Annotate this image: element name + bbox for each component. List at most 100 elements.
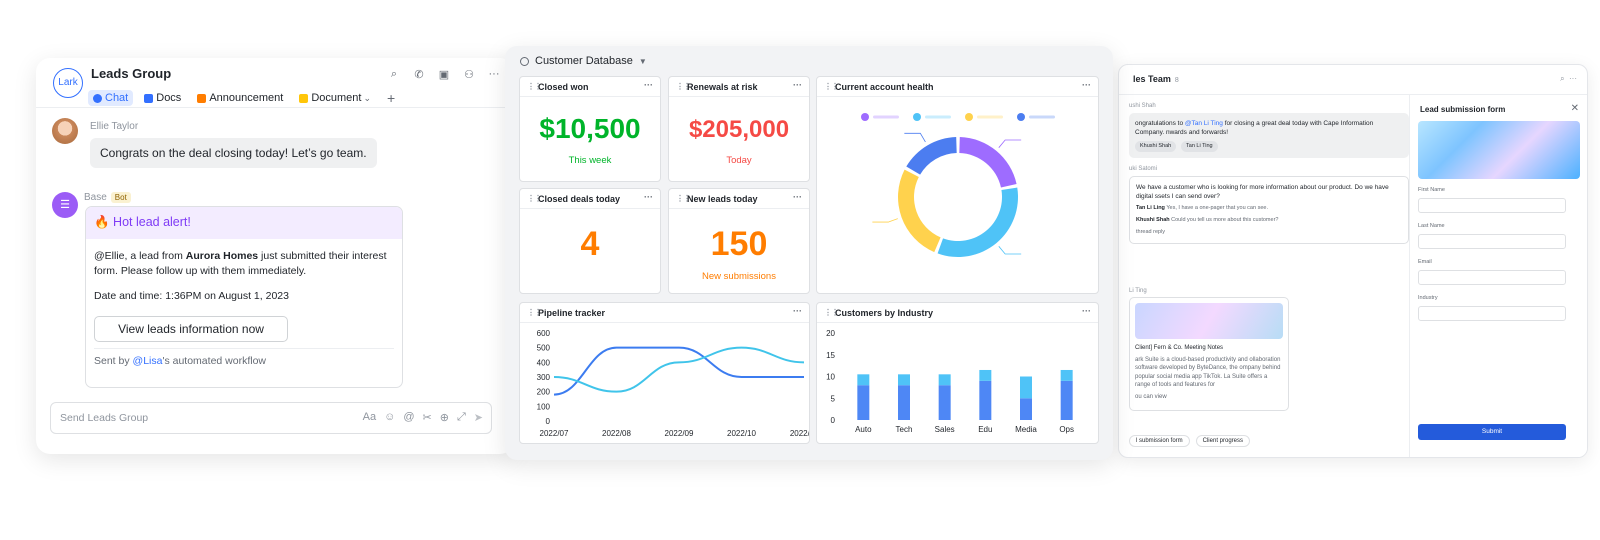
reaction-tag[interactable]: Khushi Shah	[1135, 141, 1177, 152]
submit-button[interactable]: Submit	[1418, 424, 1566, 440]
drag-handle-icon[interactable]: ⋮⋮	[824, 308, 839, 317]
legend-label-placeholder	[873, 115, 899, 119]
tab-announcement[interactable]: Announcement	[192, 90, 288, 106]
pipeline-panel[interactable]: ⋮⋮ Pipeline tracker ··· 0 100 200 300 400 500 60…	[519, 302, 810, 444]
donut-leader-line	[998, 139, 1022, 148]
close-icon[interactable]: ✕	[1570, 103, 1579, 114]
sent-by: Sent by @Lisa's automated workflow	[94, 348, 394, 369]
chevron-down-icon: ⌄	[363, 92, 371, 103]
closed-deals-panel[interactable]: ⋮⋮ Closed deals today ··· 4	[519, 188, 661, 294]
add-member-icon[interactable]: ⚇	[464, 69, 474, 81]
emoji-icon[interactable]: ☺	[384, 411, 396, 423]
legend-dot	[861, 113, 869, 121]
account-health-panel[interactable]: ⋮⋮ Current account health ···	[816, 76, 1099, 294]
tab-docs[interactable]: Docs	[139, 90, 186, 106]
leads-group-window: Lark Leads Group Chat Docs Announcement …	[36, 58, 514, 454]
more-icon[interactable]: ···	[1569, 74, 1577, 83]
industry-chart: 0 5 10 15 20 Auto Tech Sales Edu Media Ops	[826, 329, 1074, 434]
last-name-input[interactable]	[1418, 234, 1566, 249]
more-icon[interactable]: ···	[1082, 306, 1091, 316]
doc-title: Client] Fern & Co. Meeting Notes	[1135, 345, 1224, 351]
donut-slice	[937, 187, 1018, 257]
mention[interactable]: @Lisa	[132, 355, 163, 367]
more-icon[interactable]: ···	[488, 68, 500, 80]
scissors-icon[interactable]: ✂	[422, 412, 432, 424]
add-icon[interactable]: ⊕	[439, 412, 449, 424]
lead-form-panel: Lead submission form ✕ First Name Last N…	[1409, 95, 1587, 457]
tab-document[interactable]: Document ⌄	[294, 90, 376, 106]
drag-handle-icon[interactable]: ⋮⋮	[676, 82, 691, 91]
drag-handle-icon[interactable]: ⋮⋮	[824, 82, 839, 91]
new-leads-value: 150	[710, 225, 768, 263]
more-icon[interactable]: ···	[793, 192, 802, 202]
message-input[interactable]: Send Leads Group Aa ☺ @ ✂ ⊕ ⤢ ➤	[50, 402, 492, 434]
closed-deals-value: 4	[580, 225, 600, 263]
closed-won-panel[interactable]: ⋮⋮ Closed won ··· $10,500 This week	[519, 76, 661, 182]
chip-submission-form[interactable]: l submission form	[1129, 435, 1190, 447]
reply-author: Tan Li Ling	[1136, 205, 1165, 211]
avatar[interactable]	[52, 118, 78, 144]
message-thread: We have a customer who is looking for mo…	[1129, 176, 1409, 244]
add-tab-button[interactable]: +	[387, 90, 396, 106]
folder-icon	[299, 93, 309, 103]
dashboard-title[interactable]: Customer Database ▼	[520, 55, 647, 67]
tab-chat[interactable]: Chat	[88, 90, 134, 106]
y-tick-label: 0	[831, 416, 836, 425]
donut-leader-line	[904, 132, 926, 143]
new-leads-sub: New submissions	[702, 271, 776, 282]
field-label: Last Name	[1418, 223, 1445, 229]
new-leads-panel[interactable]: ⋮⋮ New leads today ··· 150 New submissions	[668, 188, 810, 294]
more-icon[interactable]: ···	[793, 80, 802, 90]
team-chat-window: les Team 8 ⌕ ··· ushi Shah ongratulations…	[1118, 64, 1588, 458]
doc-preview-text: ark Suite is a cloud-based productivity …	[1135, 356, 1281, 389]
first-name-input[interactable]	[1418, 198, 1566, 213]
account-health-chart	[861, 113, 1055, 257]
bot-badge: Bot	[110, 192, 131, 203]
chip-client-progress[interactable]: Client progress	[1195, 435, 1250, 447]
mention[interactable]: @Tan Li Ting	[1184, 120, 1223, 127]
industry-bar	[979, 380, 992, 420]
alert-title: 🔥 Hot lead alert!	[86, 207, 402, 239]
field-label: Industry	[1418, 295, 1438, 301]
bot-sender: Base Bot	[84, 192, 131, 203]
x-tick-label: Media	[1015, 425, 1037, 434]
more-icon[interactable]: ···	[1082, 80, 1091, 90]
drag-handle-icon[interactable]: ⋮⋮	[527, 82, 542, 91]
chat-tabs: Chat Docs Announcement Document ⌄ +	[88, 88, 406, 108]
message-sender: Li Ting	[1129, 288, 1147, 294]
mention-icon[interactable]: @	[403, 411, 415, 423]
send-icon[interactable]: ➤	[473, 412, 483, 424]
thread-reply-link[interactable]: thread reply	[1136, 229, 1166, 235]
view-leads-button[interactable]: View leads information now	[94, 316, 288, 342]
industry-panel[interactable]: ⋮⋮ Customers by Industry ··· 0 5 10 15 20 Auto T…	[816, 302, 1099, 444]
y-tick-label: 600	[537, 329, 551, 338]
industry-input[interactable]	[1418, 306, 1566, 321]
more-icon[interactable]: ···	[644, 80, 653, 90]
more-icon[interactable]: ···	[644, 192, 653, 202]
x-tick-label: 2022/10	[727, 429, 756, 438]
form-title: Lead submission form	[1420, 105, 1506, 114]
group-avatar[interactable]: Lark	[53, 68, 83, 98]
text-format-icon[interactable]: Aa	[362, 411, 377, 423]
drag-handle-icon[interactable]: ⋮⋮	[527, 308, 542, 317]
drag-handle-icon[interactable]: ⋮⋮	[527, 194, 542, 203]
legend-label-placeholder	[925, 115, 951, 119]
header-icons: ⌕ ···	[1560, 74, 1577, 84]
y-tick-label: 200	[537, 388, 551, 397]
phone-icon[interactable]: ✆	[414, 69, 424, 81]
megaphone-icon	[197, 93, 207, 103]
calendar-icon[interactable]: ▣	[438, 69, 450, 81]
legend-dot	[1017, 113, 1025, 121]
expand-icon[interactable]: ⤢	[456, 411, 466, 423]
more-icon[interactable]: ···	[793, 306, 802, 316]
search-icon[interactable]: ⌕	[1560, 74, 1565, 83]
email-input[interactable]	[1418, 270, 1566, 285]
list-icon[interactable]: ☰	[52, 192, 78, 218]
drag-handle-icon[interactable]: ⋮⋮	[676, 194, 691, 203]
reaction-tag[interactable]: Tan Li Ting	[1181, 141, 1218, 152]
industry-bar	[1020, 376, 1032, 399]
reply-author: Khushi Shah	[1136, 217, 1170, 223]
search-icon[interactable]: ⌕	[390, 68, 398, 80]
doc-card[interactable]: Client] Fern & Co. Meeting Notes ark Sui…	[1129, 297, 1289, 411]
renewals-panel[interactable]: ⋮⋮ Renewals at risk ··· $205,000 Today	[668, 76, 810, 182]
